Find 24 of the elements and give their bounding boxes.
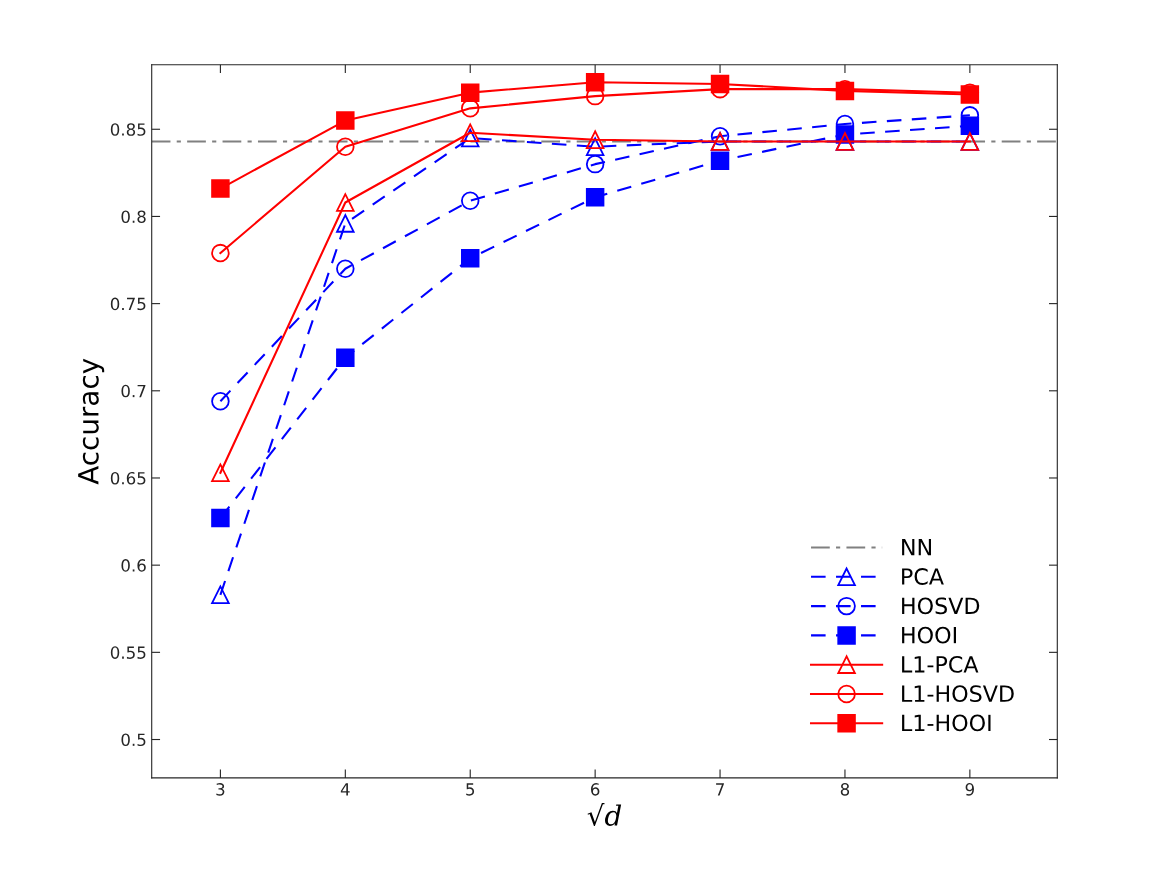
legend-label: NN [902, 539, 931, 556]
x-tick-label: 8 [840, 783, 850, 796]
legend-label: L1-HOSVD [902, 685, 1014, 703]
y-tick-label: 0.7 [121, 384, 146, 398]
x-axis-title: √d [587, 803, 622, 827]
x-tick-label: 6 [591, 783, 600, 796]
legend-label: PCA [902, 568, 944, 585]
x-tick-label: 5 [466, 783, 475, 796]
y-tick-label: 0.85 [110, 123, 146, 136]
legend-label: HOOI [902, 626, 956, 644]
y-tick-label: 0.5 [121, 733, 146, 747]
y-tick-label: 0.8 [121, 210, 146, 224]
y-tick-label: 0.75 [110, 297, 146, 311]
y-tick-label: 0.65 [110, 471, 146, 485]
legend-label: HOSVD [902, 597, 980, 615]
x-tick-label: 4 [340, 783, 350, 796]
y-axis-title: Accuracy [78, 358, 105, 485]
x-tick-label: 3 [216, 783, 225, 796]
y-tick-label: 0.55 [110, 646, 146, 659]
legend-label: L1-HOOI [902, 714, 991, 732]
legend-label: L1-PCA [902, 655, 979, 673]
x-tick-label: 7 [716, 783, 724, 796]
x-tick-label: 9 [965, 783, 974, 796]
y-tick-label: 0.6 [121, 559, 146, 572]
